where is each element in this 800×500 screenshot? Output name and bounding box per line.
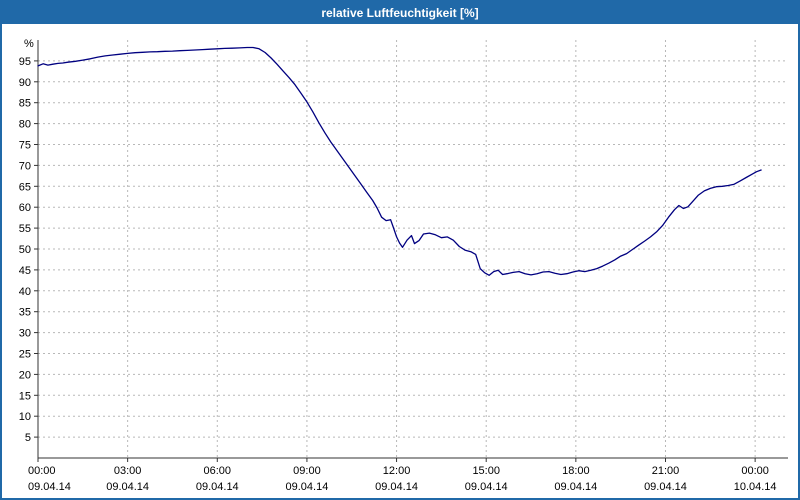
x-tick-date-label: 09.04.14 (375, 481, 418, 493)
y-tick-label: 90 (19, 77, 31, 89)
x-tick-time-label: 09:00 (293, 465, 321, 477)
x-tick-date-label: 10.04.14 (734, 481, 777, 493)
x-tick-date-label: 09.04.14 (644, 481, 687, 493)
y-tick-label: 75 (19, 140, 31, 152)
y-tick-label: 25 (19, 349, 31, 361)
x-tick-date-label: 09.04.14 (106, 481, 149, 493)
x-tick-date-label: 09.04.14 (465, 481, 508, 493)
y-tick-label: 55 (19, 223, 31, 235)
x-tick-date-label: 09.04.14 (554, 481, 597, 493)
y-tick-label: 65 (19, 181, 31, 193)
x-tick-time-label: 18:00 (562, 465, 590, 477)
y-tick-label: 50 (19, 244, 31, 256)
y-tick-label: 60 (19, 202, 31, 214)
x-tick-time-label: 06:00 (204, 465, 232, 477)
chart-title: relative Luftfeuchtigkeit [%] (321, 6, 479, 20)
x-tick-time-label: 15:00 (472, 465, 500, 477)
y-tick-label: 20 (19, 369, 31, 381)
y-tick-label: 95 (19, 56, 31, 68)
x-tick-time-label: 00:00 (28, 465, 56, 477)
y-tick-label: 5 (25, 432, 31, 444)
y-tick-label: 45 (19, 265, 31, 277)
y-tick-label: 85 (19, 98, 31, 110)
humidity-series-line (37, 46, 762, 276)
y-tick-label: 10 (19, 411, 31, 423)
y-tick-label: 15 (19, 390, 31, 402)
x-tick-time-label: 00:00 (741, 465, 769, 477)
chart-title-bar: relative Luftfeuchtigkeit [%] (2, 2, 798, 24)
x-tick-time-label: 12:00 (383, 465, 411, 477)
y-tick-label: 35 (19, 307, 31, 319)
x-tick-date-label: 09.04.14 (196, 481, 239, 493)
x-tick-time-label: 03:00 (114, 465, 142, 477)
y-tick-label: 30 (19, 328, 31, 340)
humidity-line-chart: 5 10 15 20 25 30 35 40 45 50 55 60 65 70 75 80 85 90 95 00:… (2, 24, 798, 498)
y-tick-label: 80 (19, 119, 31, 131)
x-tick-date-label: 09.04.14 (28, 481, 71, 493)
y-tick-label: 40 (19, 286, 31, 298)
y-tick-label: 70 (19, 160, 31, 172)
x-tick-date-label: 09.04.14 (286, 481, 329, 493)
x-tick-time-label: 21:00 (652, 465, 680, 477)
y-axis-unit-label: % (24, 38, 34, 50)
